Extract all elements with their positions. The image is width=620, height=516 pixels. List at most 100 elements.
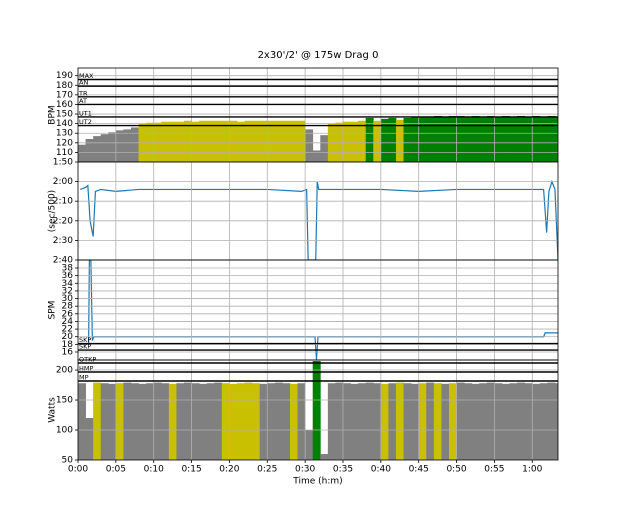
bar (342, 121, 351, 162)
y-tick-label: 22 (62, 325, 73, 335)
x-tick-label: 0:15 (181, 465, 201, 475)
bar (267, 383, 276, 460)
bar (199, 383, 208, 460)
y-axis-label: Watts (48, 397, 58, 423)
y-tick-label: 2:30 (53, 236, 73, 246)
reference-label: MP (79, 373, 89, 381)
bar (320, 135, 329, 162)
y-axis-label: BPM (48, 105, 58, 124)
bar (547, 382, 556, 460)
panel (78, 162, 558, 260)
bar (85, 418, 94, 460)
bar (138, 383, 147, 460)
bar (161, 383, 170, 460)
x-tick-label: 0:25 (257, 465, 277, 475)
y-tick-label: 28 (62, 302, 74, 312)
bar (441, 116, 450, 162)
bar (161, 121, 170, 162)
reference-label: MAX (79, 72, 94, 80)
bar (532, 383, 541, 460)
bar (229, 383, 238, 460)
bar (305, 430, 314, 460)
bar (274, 120, 283, 162)
bar (358, 120, 367, 162)
bar (146, 122, 155, 162)
y-tick-label: 16 (62, 347, 74, 357)
y-tick-label: 180 (56, 81, 73, 91)
bar (509, 116, 518, 162)
bar (380, 118, 389, 162)
bar (365, 382, 374, 460)
bar (494, 116, 503, 162)
bar (191, 383, 200, 460)
bar (342, 383, 351, 460)
bar (471, 383, 480, 460)
bar (373, 383, 382, 460)
reference-label: UT2 (79, 118, 92, 126)
y-tick-label: 160 (56, 100, 73, 110)
bar (524, 116, 533, 162)
x-tick-label: 0:40 (371, 465, 391, 475)
reference-label: HMP (79, 364, 93, 372)
bar (358, 383, 367, 460)
bar (214, 120, 223, 162)
bar (479, 383, 488, 460)
bar (130, 383, 139, 460)
y-tick-label: 130 (56, 129, 73, 139)
y-tick-label: 20 (62, 332, 74, 342)
bar (464, 383, 473, 460)
bar (448, 115, 457, 162)
y-tick-label: 150 (56, 396, 73, 406)
bar (229, 120, 238, 162)
bar (214, 382, 223, 460)
bar (350, 121, 359, 162)
bar (206, 383, 215, 460)
reference-label: AT (79, 97, 87, 105)
bar (524, 383, 533, 460)
bar (554, 383, 558, 460)
bar (115, 130, 124, 162)
bar (403, 117, 412, 162)
bar (395, 382, 404, 460)
bar (539, 383, 548, 460)
bar (176, 121, 185, 162)
y-tick-label: 18 (62, 340, 74, 350)
bar (289, 120, 298, 162)
bar (494, 383, 503, 460)
bar (85, 138, 94, 162)
bar (168, 121, 177, 162)
bar (517, 115, 526, 162)
bar (335, 382, 344, 460)
bar (320, 454, 329, 460)
bar (517, 382, 526, 460)
chart-title: 2x30'/2' @ 175w Drag 0 (258, 50, 379, 61)
y-axis-label: SPM (48, 301, 58, 320)
y-tick-label: 120 (56, 138, 73, 148)
bar (312, 150, 321, 162)
bar (244, 120, 253, 162)
bar (221, 383, 230, 460)
x-tick-label: 0:35 (333, 465, 353, 475)
bar (380, 383, 389, 460)
y-tick-label: 110 (56, 148, 73, 158)
bar (100, 383, 109, 460)
y-tick-label: 30 (62, 294, 74, 304)
y-tick-label: 1:50 (53, 158, 73, 168)
bar (418, 116, 427, 162)
x-tick-label: 0:20 (219, 465, 239, 475)
bar (259, 120, 268, 162)
bar (191, 121, 200, 162)
bar (433, 115, 442, 162)
bar (539, 116, 548, 162)
y-tick-label: 170 (56, 90, 73, 100)
bar (252, 383, 261, 460)
bar (199, 120, 208, 162)
x-tick-label: 0:55 (484, 465, 504, 475)
y-tick-label: 2:20 (53, 216, 73, 226)
bar (267, 120, 276, 162)
bar (433, 383, 442, 460)
panel-frame (77, 359, 559, 461)
y-tick-label: 100 (56, 426, 73, 436)
bar (501, 383, 510, 460)
